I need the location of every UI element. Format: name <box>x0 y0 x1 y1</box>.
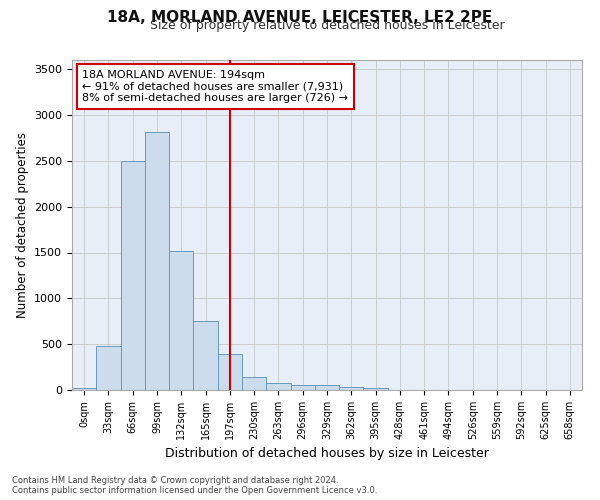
Text: 18A MORLAND AVENUE: 194sqm
← 91% of detached houses are smaller (7,931)
8% of se: 18A MORLAND AVENUE: 194sqm ← 91% of deta… <box>82 70 348 103</box>
Bar <box>290 385 315 390</box>
X-axis label: Distribution of detached houses by size in Leicester: Distribution of detached houses by size … <box>165 448 489 460</box>
Bar <box>121 161 145 390</box>
Bar <box>242 377 266 390</box>
Bar <box>72 388 96 390</box>
Bar <box>193 322 218 390</box>
Text: Contains HM Land Registry data © Crown copyright and database right 2024.
Contai: Contains HM Land Registry data © Crown c… <box>12 476 377 495</box>
Bar <box>364 388 388 390</box>
Bar <box>339 387 364 390</box>
Bar <box>315 385 339 390</box>
Bar <box>218 354 242 390</box>
Bar <box>96 346 121 390</box>
Bar <box>145 132 169 390</box>
Title: Size of property relative to detached houses in Leicester: Size of property relative to detached ho… <box>149 20 505 32</box>
Bar <box>266 383 290 390</box>
Text: 18A, MORLAND AVENUE, LEICESTER, LE2 2PE: 18A, MORLAND AVENUE, LEICESTER, LE2 2PE <box>107 10 493 25</box>
Y-axis label: Number of detached properties: Number of detached properties <box>16 132 29 318</box>
Bar <box>169 250 193 390</box>
